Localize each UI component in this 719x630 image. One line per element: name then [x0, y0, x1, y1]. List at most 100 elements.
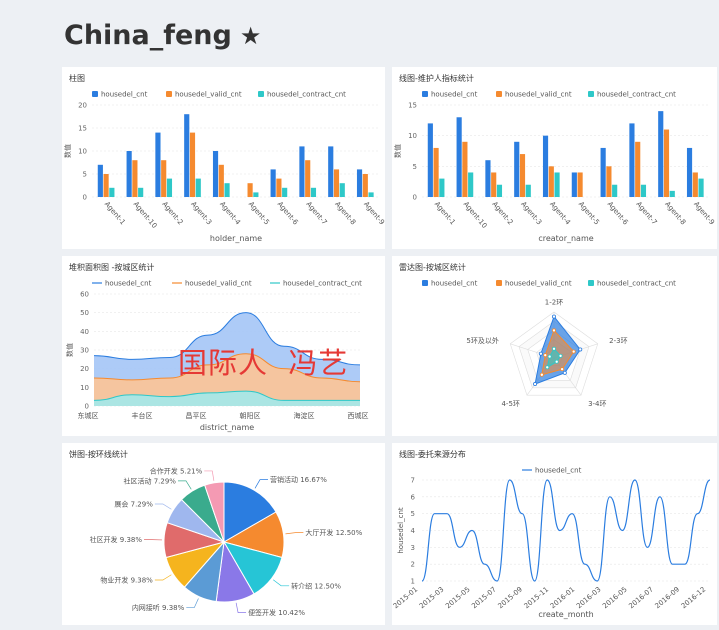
x-tick-label: Agent-8	[663, 200, 687, 226]
bar	[305, 160, 311, 197]
x-tick-label: 2016-12	[680, 585, 708, 610]
legend-swatch	[92, 91, 98, 97]
legend-label: housedel_cnt	[101, 91, 148, 99]
x-tick-label: 2015-01	[392, 585, 419, 610]
bar	[166, 178, 173, 197]
legend-label: housedel_valid_cnt	[185, 280, 252, 288]
area-series-line	[93, 390, 360, 401]
y-tick-label: 1	[411, 578, 415, 586]
y-tick-label: 0	[85, 403, 89, 411]
legend-label: housedel_valid_cnt	[175, 91, 242, 99]
bar	[132, 160, 138, 197]
pie-leader-line	[154, 503, 172, 510]
bar	[333, 169, 340, 197]
bar	[698, 178, 704, 197]
bar	[299, 146, 305, 197]
bar	[195, 178, 201, 197]
pie-label: 内网接听 9.38%	[132, 603, 185, 612]
x-tick-label: 2015-11	[523, 585, 551, 610]
bar	[491, 172, 497, 197]
pie-leader-line	[285, 532, 304, 535]
area-series	[94, 391, 360, 406]
legend-label: housedel_valid_cnt	[505, 280, 572, 288]
radar-indicator-label: 3-4环	[588, 400, 606, 408]
x-tick-label: Agent-5	[247, 200, 271, 226]
pie-leader-line	[272, 579, 290, 587]
bar	[212, 151, 219, 197]
legend-label: housedel_valid_cnt	[505, 91, 572, 99]
radar-chart: housedel_cnt housedel_valid_cnt housedel_c…	[422, 280, 676, 408]
y-tick-label: 3	[411, 544, 415, 552]
x-tick-label: Agent-10	[132, 200, 159, 230]
bar	[606, 166, 612, 197]
pie-leader-line	[254, 479, 268, 489]
legend-swatch	[588, 280, 594, 286]
bar-chart-1: housedel_cnt housedel_valid_cnt housedel_c…	[63, 91, 385, 244]
legend-swatch	[258, 91, 264, 97]
y-tick-label: 40	[80, 328, 89, 336]
x-tick-label: 2016-03	[575, 585, 603, 610]
x-tick-label: Agent-1	[103, 200, 127, 226]
x-tick-label: Agent-8	[333, 200, 357, 226]
bar	[109, 187, 115, 197]
bar	[456, 117, 462, 197]
y-tick-label: 20	[80, 365, 89, 373]
x-axis-title: create_month	[538, 610, 593, 619]
chart-title: 饼图-按环线统计	[69, 450, 128, 459]
x-tick-label: 朝阳区	[240, 411, 261, 420]
overlay-annotation: 国际人 冯艺	[178, 346, 349, 380]
bar	[339, 183, 345, 197]
radar-point	[551, 314, 556, 319]
line-chart: housedel_cnt1234567housedel_cnt2015-0120…	[392, 467, 711, 619]
x-tick-label: Agent-5	[577, 200, 601, 226]
radar-indicator-label: 2-3环	[609, 337, 627, 345]
legend-label: housedel_contract_cnt	[267, 91, 346, 99]
header: China_feng ★	[64, 20, 261, 51]
y-tick-label: 0	[83, 194, 87, 202]
x-tick-label: 西城区	[348, 412, 369, 420]
bar	[427, 123, 433, 197]
chart-card-4: housedel_cnt housedel_valid_cnt housedel_c…	[392, 256, 717, 436]
chart-title: 线图-委托来源分布	[399, 450, 466, 459]
radar-point	[578, 347, 583, 352]
legend-swatch	[496, 91, 502, 97]
x-tick-label: Agent-3	[189, 200, 213, 226]
bar	[103, 174, 109, 197]
area-chart: housedel_cnt housedel_valid_cnt housedel_c…	[65, 280, 369, 433]
bar	[138, 187, 144, 197]
legend-label: housedel_cnt	[431, 91, 478, 99]
x-tick-label: Agent-3	[519, 200, 543, 226]
chart-title: 雷达图-按城区统计	[399, 263, 466, 272]
y-tick-label: 5	[83, 171, 87, 179]
bar	[548, 166, 554, 197]
bar	[224, 183, 230, 197]
bar	[577, 172, 583, 197]
bar	[439, 178, 445, 197]
chart-title: 柱图	[69, 74, 85, 83]
chart-card-2: housedel_cnt housedel_valid_cnt housedel_c…	[392, 67, 717, 249]
pie-leader-line	[177, 480, 192, 490]
pie-slice	[204, 481, 225, 543]
bar	[368, 192, 374, 197]
bar	[629, 123, 635, 197]
radar-indicator-label: 4-5环	[501, 400, 519, 408]
y-axis-title: 数值	[63, 144, 72, 158]
bar	[468, 172, 474, 197]
bar	[328, 146, 334, 197]
bar	[600, 147, 606, 197]
x-axis-title: district_name	[200, 423, 254, 432]
pie-leader-line	[186, 598, 199, 608]
chart-title: 线图-维护人指标统计	[399, 74, 474, 83]
bar	[496, 184, 503, 197]
x-tick-label: Agent-2	[490, 200, 514, 226]
pie-label: 转介绍 12.50%	[291, 581, 341, 590]
y-tick-label: 50	[80, 309, 89, 317]
x-tick-label: Agent-4	[218, 200, 242, 227]
pie-label: 营销活动 16.67%	[270, 475, 327, 484]
star-icon[interactable]: ★	[239, 21, 262, 50]
pie-label: 合作开发 5.21%	[150, 466, 203, 475]
bar	[282, 187, 288, 197]
radar-point	[551, 328, 556, 333]
legend-swatch	[588, 91, 594, 97]
bar	[692, 172, 698, 197]
